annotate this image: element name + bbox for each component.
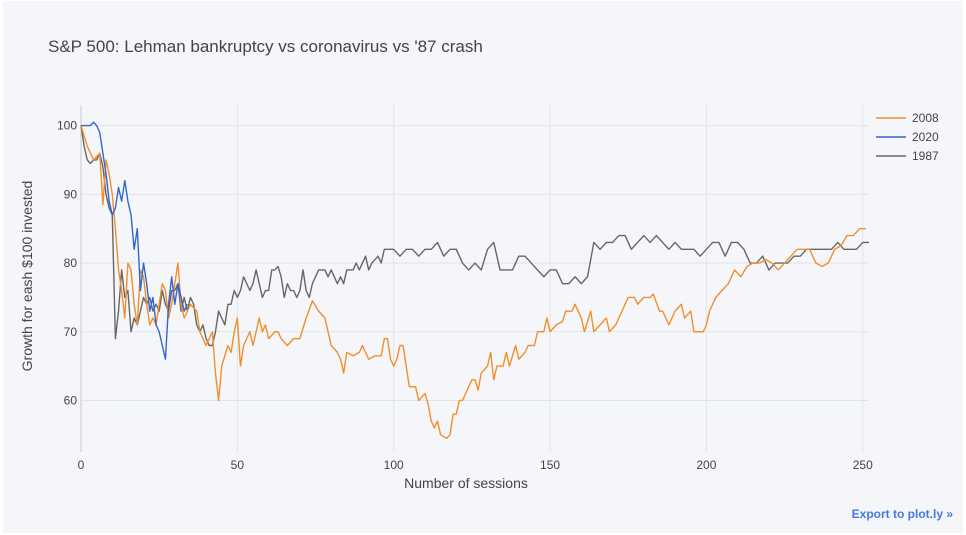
y-tick-label: 60 — [64, 393, 78, 407]
series-line-1987 — [80, 125, 869, 347]
y-tick-label: 70 — [64, 325, 78, 339]
y-tick-label: 80 — [64, 256, 78, 270]
legend-item-2020[interactable]: 2020 — [876, 130, 939, 144]
x-tick-label: 0 — [78, 458, 85, 472]
export-to-plotly-link[interactable]: Export to plot.ly » — [851, 507, 953, 521]
grid — [81, 105, 869, 452]
x-tick-label: 150 — [540, 458, 560, 472]
chart-title: S&P 500: Lehman bankruptcy vs coronaviru… — [48, 37, 483, 56]
y-axis-label: Growth for eash $100 invested — [19, 181, 35, 372]
y-tick-label: 90 — [64, 187, 78, 201]
y-tick-label: 100 — [57, 119, 77, 133]
series-line-2020 — [81, 121, 188, 360]
x-tick-label: 50 — [231, 458, 245, 472]
legend-label: 2020 — [912, 130, 939, 144]
line-chart: S&P 500: Lehman bankruptcy vs coronaviru… — [19, 37, 939, 491]
plot-area — [81, 105, 869, 452]
legend-label: 2008 — [912, 111, 939, 125]
series-lines — [80, 121, 869, 439]
chart-container: S&P 500: Lehman bankruptcy vs coronaviru… — [3, 1, 963, 533]
x-axis-label: Number of sessions — [404, 475, 528, 491]
axes: 0 50 100 150 200 250 60 70 80 90 100 — [57, 105, 873, 472]
legend-item-2008[interactable]: 2008 — [876, 111, 939, 125]
legend[interactable]: 2008 2020 1987 — [876, 111, 939, 163]
x-tick-label: 200 — [696, 458, 716, 472]
x-tick-label: 250 — [853, 458, 873, 472]
legend-label: 1987 — [912, 149, 939, 163]
x-tick-label: 100 — [384, 458, 404, 472]
legend-item-1987[interactable]: 1987 — [876, 149, 939, 163]
